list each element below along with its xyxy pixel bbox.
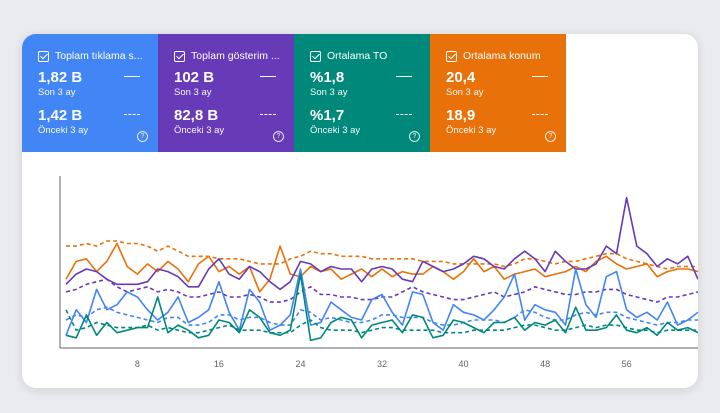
metric-current-label: Son 3 ay	[310, 87, 348, 98]
dashed-line-legend-icon	[532, 114, 548, 115]
x-tick-label: 40	[458, 359, 468, 369]
series-line-6-solid	[65, 273, 698, 342]
metric-current-label: Son 3 ay	[446, 87, 484, 98]
dashed-line-legend-icon	[260, 114, 276, 115]
series-line-4-solid	[65, 268, 698, 336]
metric-previous-value: %1,7	[310, 107, 345, 124]
x-tick-label: 24	[295, 359, 305, 369]
solid-line-legend-icon	[396, 76, 412, 77]
metric-tile-ctr[interactable]: Ortalama TO %1,8 Son 3 ay %1,7 Önceki 3 …	[294, 34, 430, 152]
solid-line-legend-icon	[532, 76, 548, 77]
metric-previous-value: 82,8 B	[174, 107, 219, 124]
metric-current-value: %1,8	[310, 69, 345, 86]
dashed-line-legend-icon	[124, 114, 140, 115]
metric-current-value: 20,4	[446, 69, 476, 86]
performance-line-chart: 8 16 24 32 40 48 56	[59, 176, 698, 369]
series-line-5-dashed	[65, 306, 698, 326]
x-tick-label: 16	[214, 359, 224, 369]
checkbox-icon[interactable]	[38, 50, 49, 62]
solid-line-legend-icon	[124, 76, 140, 77]
metric-previous-label: Önceki 3 ay	[174, 125, 225, 136]
help-icon[interactable]: ?	[273, 131, 284, 142]
metric-tile-position[interactable]: Ortalama konum 20,4 Son 3 ay 18,9 Önceki…	[430, 34, 566, 152]
x-tick-label: 56	[622, 359, 632, 369]
metric-previous-value: 18,9	[446, 107, 476, 124]
help-icon[interactable]: ?	[409, 131, 420, 142]
help-icon[interactable]: ?	[137, 131, 148, 142]
checkbox-icon[interactable]	[310, 50, 321, 62]
metric-tile-impressions[interactable]: Toplam gösterim ... 102 B Son 3 ay 82,8 …	[158, 34, 294, 152]
metric-previous-label: Önceki 3 ay	[446, 125, 497, 136]
checkbox-icon[interactable]	[446, 50, 457, 62]
help-icon[interactable]: ?	[545, 131, 556, 142]
metric-previous-label: Önceki 3 ay	[38, 125, 89, 136]
metric-previous-value: 1,42 B	[38, 107, 83, 124]
metric-tiles: Toplam tıklama s... 1,82 B Son 3 ay 1,42…	[22, 34, 566, 152]
metric-current-value: 102 B	[174, 69, 215, 86]
metric-current-value: 1,82 B	[38, 69, 83, 86]
metric-tile-clicks[interactable]: Toplam tıklama s... 1,82 B Son 3 ay 1,42…	[22, 34, 158, 152]
series-line-3-dashed	[65, 278, 698, 303]
checkbox-icon[interactable]	[174, 50, 185, 62]
dashed-line-legend-icon	[396, 114, 412, 115]
x-tick-label: 48	[540, 359, 550, 369]
x-tick-label: 8	[135, 359, 140, 369]
performance-card: Toplam tıklama s... 1,82 B Son 3 ay 1,42…	[22, 34, 698, 388]
metric-current-label: Son 3 ay	[38, 87, 76, 98]
metric-previous-label: Önceki 3 ay	[310, 125, 361, 136]
metric-current-label: Son 3 ay	[174, 87, 212, 98]
series-line-1-dashed	[66, 240, 698, 270]
x-tick-label: 32	[377, 359, 387, 369]
solid-line-legend-icon	[260, 76, 276, 77]
series-line-2-solid	[65, 196, 698, 291]
series-line-7-dashed	[65, 309, 698, 334]
